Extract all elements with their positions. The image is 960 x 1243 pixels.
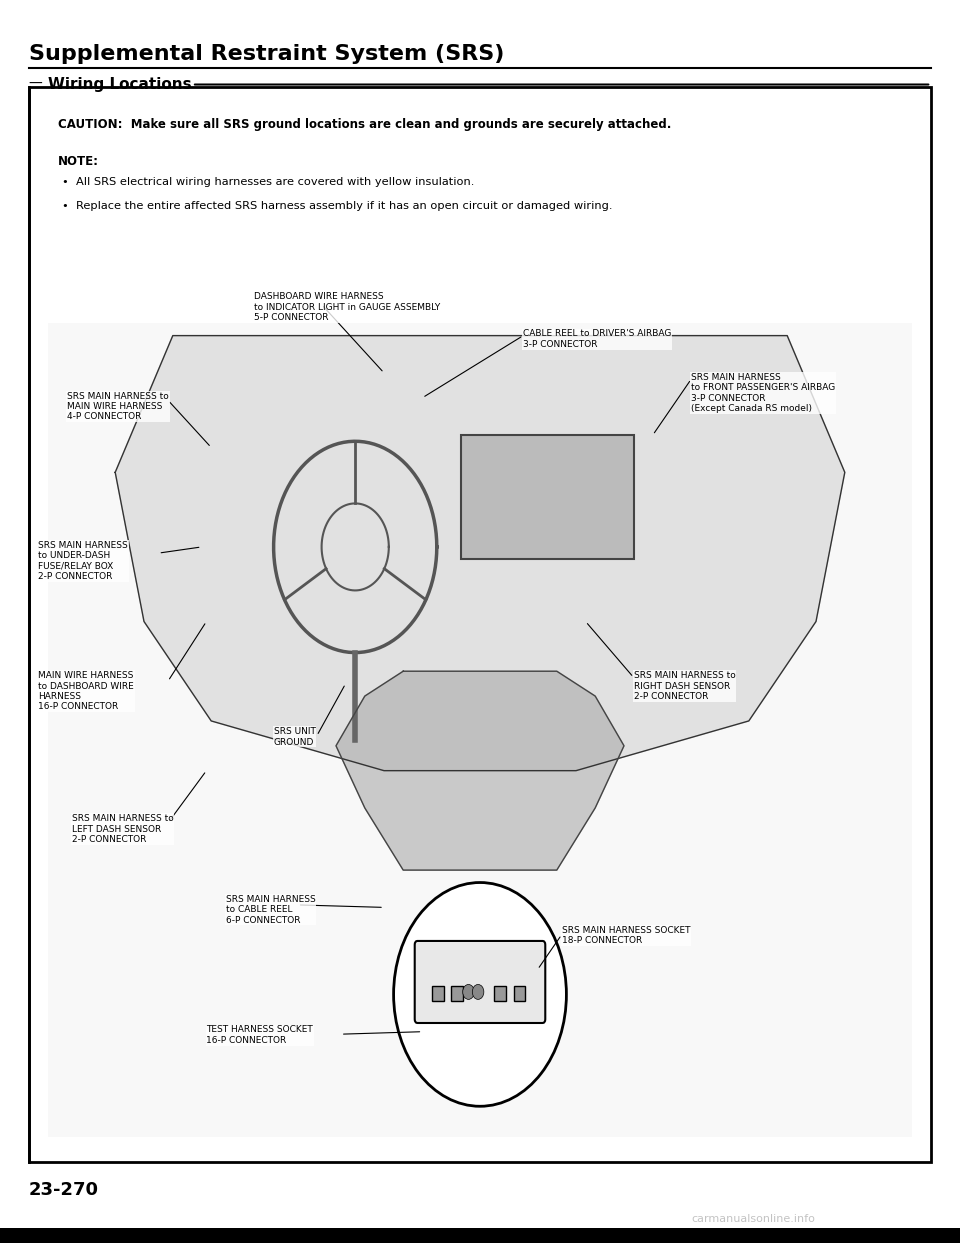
Polygon shape xyxy=(115,336,845,771)
Text: SRS MAIN HARNESS SOCKET
18-P CONNECTOR: SRS MAIN HARNESS SOCKET 18-P CONNECTOR xyxy=(562,926,690,946)
Text: SRS MAIN HARNESS
to CABLE REEL
6-P CONNECTOR: SRS MAIN HARNESS to CABLE REEL 6-P CONNE… xyxy=(226,895,315,925)
Text: Supplemental Restraint System (SRS): Supplemental Restraint System (SRS) xyxy=(29,44,504,63)
Text: NOTE:: NOTE: xyxy=(58,155,99,168)
Bar xyxy=(432,986,444,1001)
Text: MAIN WIRE HARNESS
to DASHBOARD WIRE
HARNESS
16-P CONNECTOR: MAIN WIRE HARNESS to DASHBOARD WIRE HARN… xyxy=(38,671,134,711)
Text: DASHBOARD WIRE HARNESS
to INDICATOR LIGHT in GAUGE ASSEMBLY
5-P CONNECTOR: DASHBOARD WIRE HARNESS to INDICATOR LIGH… xyxy=(254,292,441,322)
Text: CAUTION:  Make sure all SRS ground locations are clean and grounds are securely : CAUTION: Make sure all SRS ground locati… xyxy=(58,118,671,131)
Text: TEST HARNESS SOCKET
16-P CONNECTOR: TEST HARNESS SOCKET 16-P CONNECTOR xyxy=(206,1025,313,1045)
Bar xyxy=(461,435,634,559)
FancyBboxPatch shape xyxy=(415,941,545,1023)
Bar xyxy=(494,986,506,1001)
Text: Wiring Locations: Wiring Locations xyxy=(48,77,192,92)
Text: CABLE REEL to DRIVER'S AIRBAG
3-P CONNECTOR: CABLE REEL to DRIVER'S AIRBAG 3-P CONNEC… xyxy=(523,329,672,349)
Text: •  Replace the entire affected SRS harness assembly if it has an open circuit or: • Replace the entire affected SRS harnes… xyxy=(62,201,612,211)
Text: SRS MAIN HARNESS to
LEFT DASH SENSOR
2-P CONNECTOR: SRS MAIN HARNESS to LEFT DASH SENSOR 2-P… xyxy=(72,814,174,844)
Circle shape xyxy=(394,883,566,1106)
Text: 23-270: 23-270 xyxy=(29,1181,99,1198)
Bar xyxy=(48,323,912,1137)
Text: SRS MAIN HARNESS to
MAIN WIRE HARNESS
4-P CONNECTOR: SRS MAIN HARNESS to MAIN WIRE HARNESS 4-… xyxy=(67,392,169,421)
Circle shape xyxy=(463,984,474,999)
Text: —: — xyxy=(29,77,42,91)
Circle shape xyxy=(472,984,484,999)
Text: SRS MAIN HARNESS
to UNDER-DASH
FUSE/RELAY BOX
2-P CONNECTOR: SRS MAIN HARNESS to UNDER-DASH FUSE/RELA… xyxy=(38,541,128,580)
Bar xyxy=(29,87,931,1162)
Bar xyxy=(0,1228,960,1243)
Bar xyxy=(451,986,463,1001)
Bar xyxy=(514,986,525,1001)
Text: SRS MAIN HARNESS to
RIGHT DASH SENSOR
2-P CONNECTOR: SRS MAIN HARNESS to RIGHT DASH SENSOR 2-… xyxy=(634,671,735,701)
Text: carmanualsonline.info: carmanualsonline.info xyxy=(691,1214,815,1224)
Polygon shape xyxy=(336,671,624,870)
Text: SRS MAIN HARNESS
to FRONT PASSENGER'S AIRBAG
3-P CONNECTOR
(Except Canada RS mod: SRS MAIN HARNESS to FRONT PASSENGER'S AI… xyxy=(691,373,835,413)
Text: SRS UNIT
GROUND: SRS UNIT GROUND xyxy=(274,727,316,747)
Text: •  All SRS electrical wiring harnesses are covered with yellow insulation.: • All SRS electrical wiring harnesses ar… xyxy=(62,177,475,186)
